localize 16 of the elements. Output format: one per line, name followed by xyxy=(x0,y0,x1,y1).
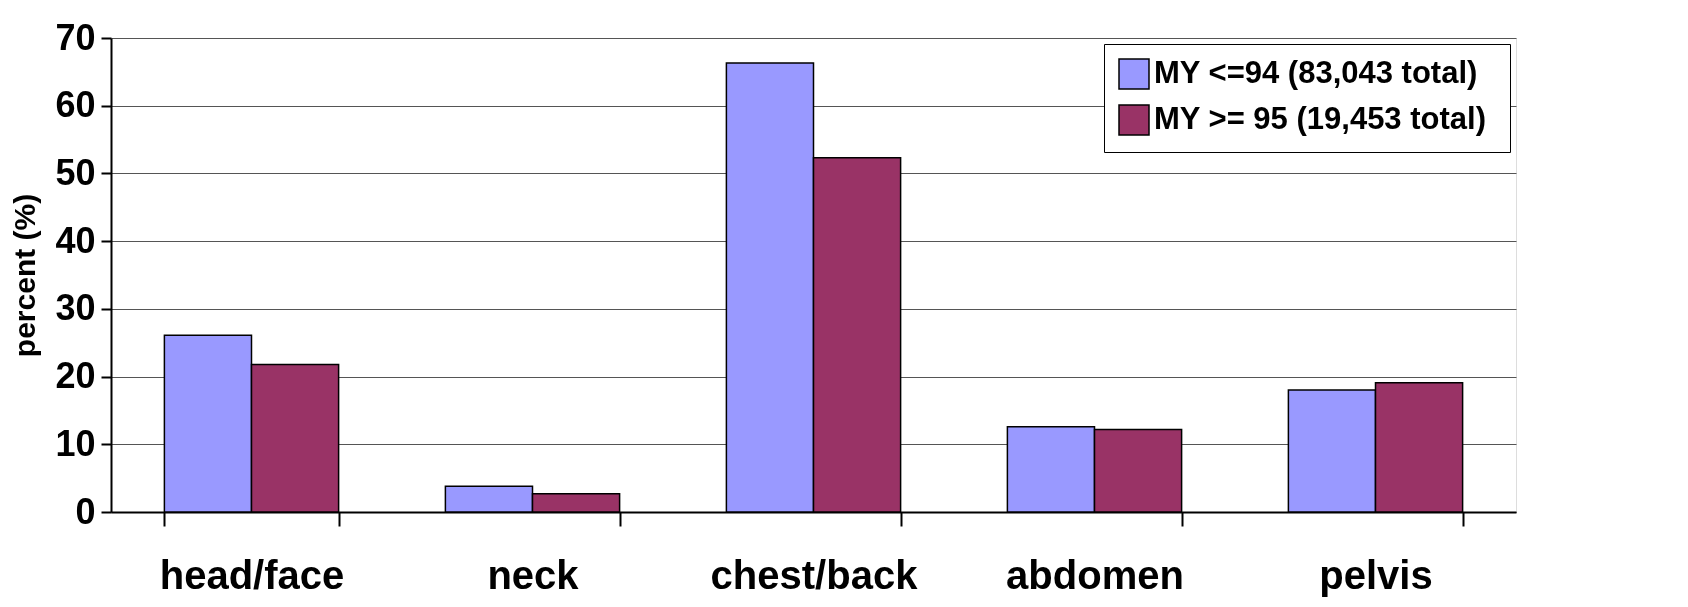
y-tick-label: 40 xyxy=(55,219,96,261)
legend-label: MY >= 95 (19,453 total) xyxy=(1154,101,1486,136)
x-tick-label: abdomen xyxy=(1006,552,1184,597)
x-tick-label: chest/back xyxy=(710,552,919,597)
y-axis-title: percent (%) xyxy=(8,193,42,358)
y-tick-label: 20 xyxy=(55,355,96,397)
legend-label: MY <=94 (83,043 total) xyxy=(1154,55,1478,90)
y-tick-label: 60 xyxy=(55,84,96,126)
y-tick-label: 70 xyxy=(55,16,96,58)
x-tick-label: head/face xyxy=(159,552,345,597)
x-tick-label: pelvis xyxy=(1319,552,1433,597)
y-tick-label: 10 xyxy=(55,422,96,464)
x-tick-label: neck xyxy=(487,552,580,597)
y-tick-label: 30 xyxy=(55,287,96,329)
y-tick-label: 0 xyxy=(75,490,96,532)
y-tick-label: 50 xyxy=(55,151,96,193)
